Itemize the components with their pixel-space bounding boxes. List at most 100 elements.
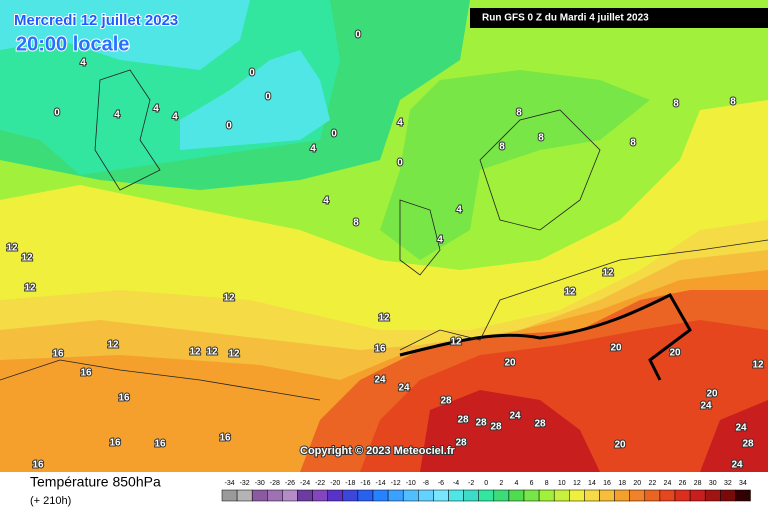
contour-label: 4 <box>397 118 403 129</box>
legend-label: -16 <box>360 480 370 487</box>
legend-label: 16 <box>603 480 611 487</box>
contour-label: 24 <box>398 383 410 394</box>
legend-label: 18 <box>618 480 626 487</box>
contour-label: 16 <box>109 438 121 449</box>
contour-label: 4 <box>114 110 120 121</box>
legend-swatch <box>629 489 646 502</box>
legend-label: -10 <box>406 480 416 487</box>
legend-swatch <box>297 489 313 502</box>
legend-swatch <box>267 489 283 502</box>
contour-label: 20 <box>614 440 626 451</box>
contour-label: 16 <box>154 439 166 450</box>
legend-label: 22 <box>648 480 656 487</box>
legend-label: -2 <box>468 480 474 487</box>
contour-label: 0 <box>249 68 255 79</box>
legend-label: 26 <box>679 480 687 487</box>
legend-label: -18 <box>345 480 355 487</box>
contour-label: 0 <box>355 30 361 41</box>
contour-label: 20 <box>669 348 681 359</box>
legend-label: 4 <box>514 480 518 487</box>
run-box <box>470 8 768 28</box>
contour-label: 8 <box>730 97 736 108</box>
legend-label: 20 <box>633 480 641 487</box>
legend-swatch <box>720 489 736 502</box>
contour-label: 20 <box>706 389 718 400</box>
contour-label: 28 <box>534 419 546 430</box>
contour-label: 16 <box>52 349 64 360</box>
contour-label: 12 <box>223 293 235 304</box>
legend-swatch <box>463 489 479 502</box>
legend-swatch <box>538 489 555 502</box>
legend-swatch <box>553 489 570 502</box>
legend-label: -22 <box>315 480 325 487</box>
legend-label: 32 <box>724 480 732 487</box>
legend-label: 24 <box>664 480 672 487</box>
legend-swatch <box>327 489 344 502</box>
contour-label: 28 <box>742 439 754 450</box>
contour-label: 12 <box>189 347 201 358</box>
legend-swatch <box>599 489 615 502</box>
legend-swatch <box>689 489 706 502</box>
legend-label: 10 <box>558 480 566 487</box>
contour-label: 12 <box>752 360 764 371</box>
legend-swatch <box>236 489 253 502</box>
contour-label: 28 <box>440 396 452 407</box>
legend-swatch <box>387 489 404 502</box>
legend-label: -12 <box>391 480 401 487</box>
contour-label: 12 <box>206 347 218 358</box>
contour-label: 0 <box>54 108 60 119</box>
legend-label: 8 <box>545 480 549 487</box>
legend-label: 28 <box>694 480 702 487</box>
contour-label: 0 <box>265 92 271 103</box>
legend-swatch <box>448 489 464 502</box>
legend-swatch <box>704 489 721 502</box>
legend-swatch <box>251 489 268 502</box>
contour-label: 4 <box>153 104 159 115</box>
legend-label: 0 <box>484 480 488 487</box>
contour-label: 4 <box>172 112 178 123</box>
contour-label: 16 <box>118 393 130 404</box>
legend-swatch <box>402 489 419 502</box>
contour-label: 12 <box>107 340 119 351</box>
legend-label: -14 <box>375 480 385 487</box>
contour-label: 0 <box>331 129 337 140</box>
legend-label: 14 <box>588 480 596 487</box>
legend-swatch <box>493 489 510 502</box>
legend-swatch <box>342 489 359 502</box>
contour-label: 16 <box>219 433 231 444</box>
legend-swatch <box>659 489 676 502</box>
contour-label: 12 <box>450 337 462 348</box>
legend-swatch <box>735 489 751 502</box>
contour-label: 8 <box>516 108 522 119</box>
legend-swatch <box>221 489 238 502</box>
legend-swatch <box>523 489 540 502</box>
legend-label: 34 <box>739 480 747 487</box>
contour-label: 16 <box>374 344 386 355</box>
contour-label: 4 <box>323 196 329 207</box>
contour-label: 8 <box>673 99 679 110</box>
legend-label: -30 <box>255 480 265 487</box>
legend-swatch <box>508 489 525 502</box>
footer-lead: (+ 210h) <box>30 495 71 507</box>
legend-label: 12 <box>573 480 581 487</box>
contour-label: 28 <box>455 438 467 449</box>
contour-label: 24 <box>509 411 521 422</box>
legend-swatch <box>433 489 449 502</box>
contour-label: 12 <box>564 287 576 298</box>
contour-label: 12 <box>228 349 240 360</box>
contour-label: 0 <box>226 121 232 132</box>
footer-title: Température 850hPa <box>30 474 161 490</box>
contour-label: 8 <box>630 138 636 149</box>
contour-label: 4 <box>310 144 316 155</box>
legend-label: 30 <box>709 480 717 487</box>
contour-label: 16 <box>32 460 44 471</box>
contour-label: 4 <box>437 235 443 246</box>
legend-swatch <box>674 489 691 502</box>
legend-label: -6 <box>438 480 444 487</box>
legend-label: -28 <box>270 480 280 487</box>
contour-label: 12 <box>378 313 390 324</box>
legend-swatch <box>478 489 495 502</box>
legend-label: -24 <box>300 480 310 487</box>
